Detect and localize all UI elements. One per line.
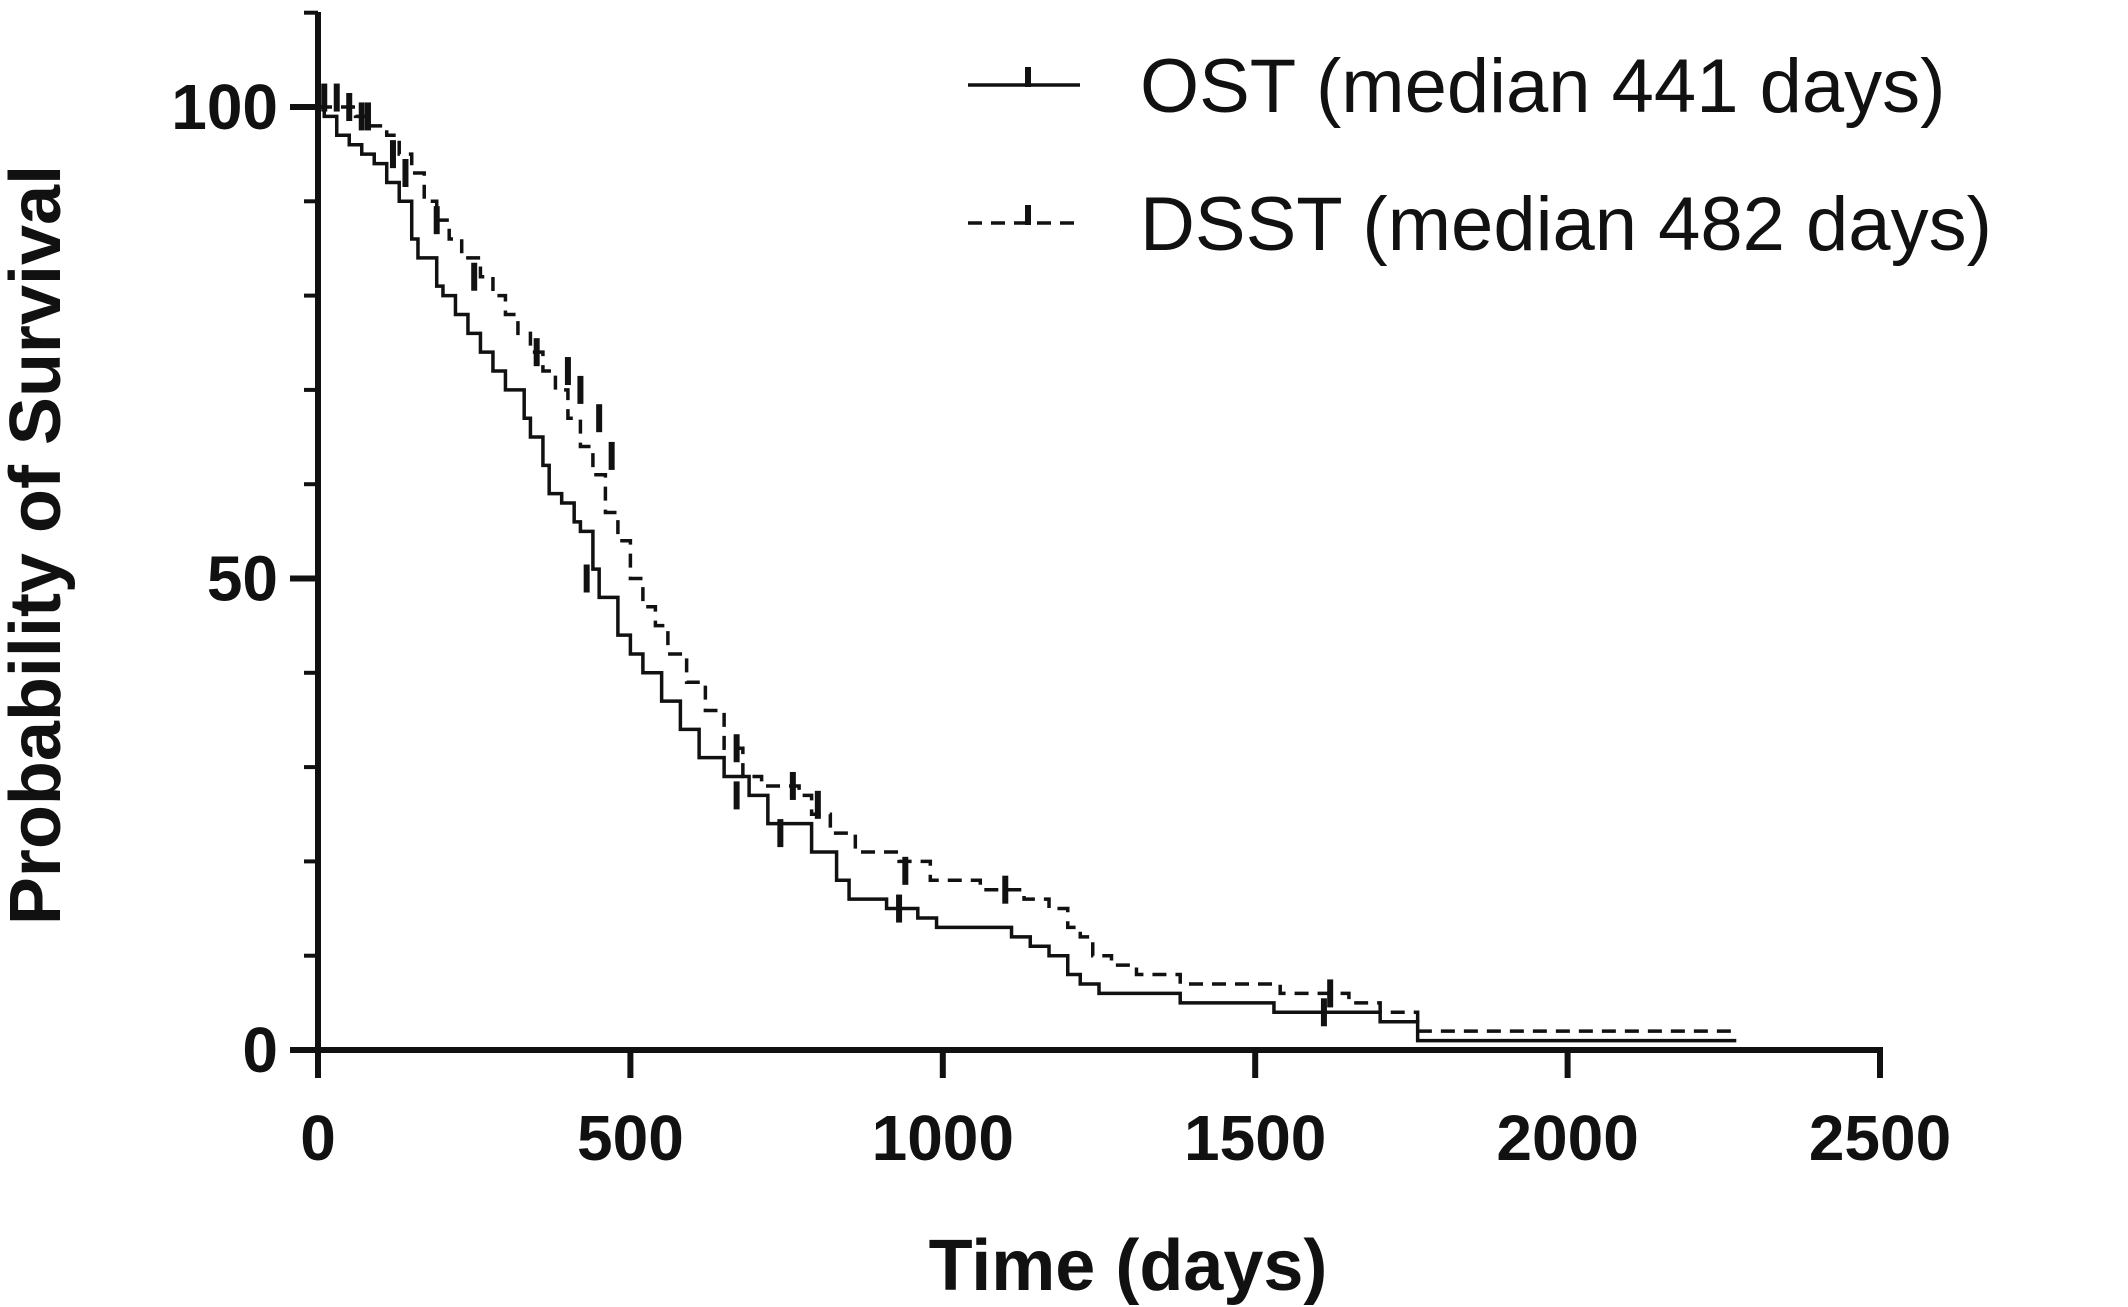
y-tick-label: 0 bbox=[242, 1014, 278, 1086]
legend-label-dsst: DSST (median 482 days) bbox=[1140, 182, 1992, 267]
legend-label-ost: OST (median 441 days) bbox=[1140, 44, 1945, 129]
x-tick-label: 500 bbox=[577, 1102, 684, 1174]
survival-curve-dsst bbox=[318, 105, 1737, 1033]
x-tick-label: 1000 bbox=[872, 1102, 1014, 1174]
plot-area bbox=[318, 83, 1737, 1043]
y-axis-title: Probability of Survival bbox=[0, 165, 76, 925]
x-tick-label: 2000 bbox=[1496, 1102, 1638, 1174]
y-tick-label: 100 bbox=[171, 71, 278, 143]
x-tick-label: 0 bbox=[300, 1102, 336, 1174]
legend: OST (median 441 days) DSST (median 482 da… bbox=[968, 44, 1992, 267]
x-tick-label: 2500 bbox=[1809, 1102, 1951, 1174]
survival-curve-ost bbox=[318, 105, 1737, 1043]
x-axis-title: Time (days) bbox=[929, 1226, 1328, 1306]
x-tick-label: 1500 bbox=[1184, 1102, 1326, 1174]
y-tick-label: 50 bbox=[207, 543, 278, 615]
